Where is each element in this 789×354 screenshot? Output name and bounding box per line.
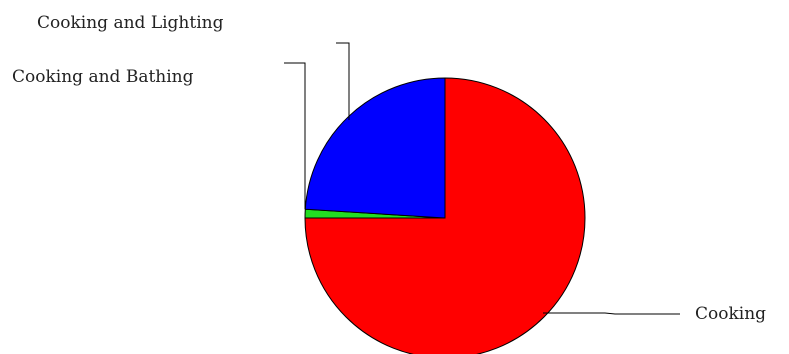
leader-line-cooking	[543, 312, 680, 315]
pie-slice-cooking-and-lighting	[304, 77, 446, 219]
label-cooking-and-lighting: Cooking and Lighting	[37, 13, 224, 33]
label-cooking: Cooking	[695, 304, 766, 324]
leader-line-cooking-and-bathing	[284, 62, 306, 209]
label-cooking-and-bathing: Cooking and Bathing	[12, 67, 194, 87]
pie-slices	[304, 77, 586, 354]
pie-slice-cooking	[304, 77, 586, 354]
leader-line-cooking-and-lighting	[336, 42, 350, 120]
leader-lines	[284, 42, 680, 315]
